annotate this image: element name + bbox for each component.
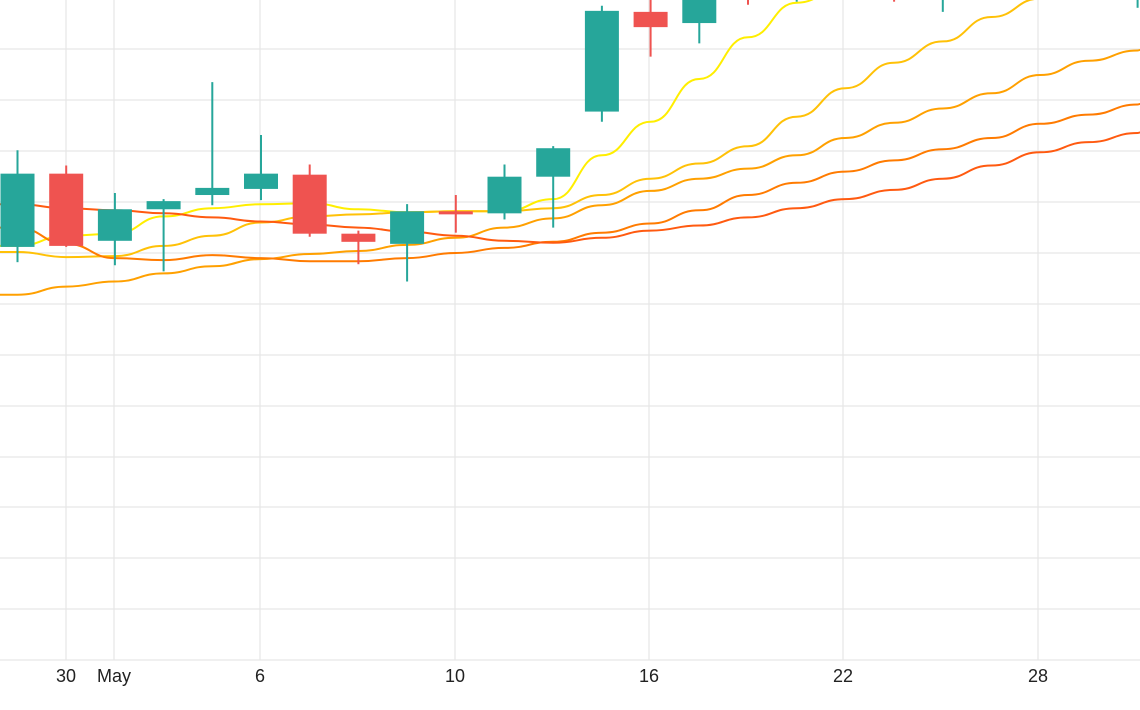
candle-11 [487, 164, 522, 220]
candle-body [633, 11, 668, 28]
candle-body [536, 148, 571, 177]
candle-body [0, 173, 35, 247]
candle-body [292, 174, 327, 234]
candle-5 [195, 82, 230, 206]
x-tick-label-6: 6 [255, 666, 265, 686]
candle-10 [438, 195, 473, 233]
candle-body [341, 233, 376, 242]
x-tick-label-28: 28 [1028, 666, 1048, 686]
candle-body [195, 187, 230, 196]
candle-4 [146, 199, 181, 272]
candle-12 [536, 146, 571, 228]
grid [0, 0, 1140, 661]
candle-body [682, 0, 717, 24]
x-axis: 30 May 6 10 16 22 28 [56, 666, 1048, 686]
candle-20 [941, 0, 944, 12]
x-tick-label-22: 22 [833, 666, 853, 686]
candle-13 [584, 5, 619, 122]
candle-6 [244, 134, 278, 201]
candle-body [584, 10, 619, 112]
candle-9 [390, 204, 425, 282]
moving-average-lines [0, 0, 1140, 296]
candle-8 [341, 230, 376, 265]
candle-body [97, 209, 132, 241]
x-tick-label-10: 10 [445, 666, 465, 686]
candles [0, 0, 1139, 282]
candle-2 [49, 165, 84, 247]
x-tick-label-may: May [97, 666, 131, 686]
candle-body [244, 173, 278, 189]
candle-body [146, 201, 181, 210]
candle-body [487, 176, 522, 214]
candle-1 [0, 150, 35, 263]
x-tick-label-16: 16 [639, 666, 659, 686]
moving-average-line-2 [0, 0, 1036, 259]
moving-average-line-1 [0, 0, 814, 247]
moving-average-line-5 [0, 131, 1140, 244]
candle-14 [633, 0, 668, 57]
candle-body [49, 173, 84, 246]
candle-15 [682, 0, 717, 44]
moving-average-line-3 [0, 49, 1140, 296]
candle-3 [97, 192, 132, 266]
candle-body [390, 211, 425, 244]
candle-body [438, 211, 473, 215]
candle-7 [292, 164, 327, 237]
x-tick-label-30: 30 [56, 666, 76, 686]
